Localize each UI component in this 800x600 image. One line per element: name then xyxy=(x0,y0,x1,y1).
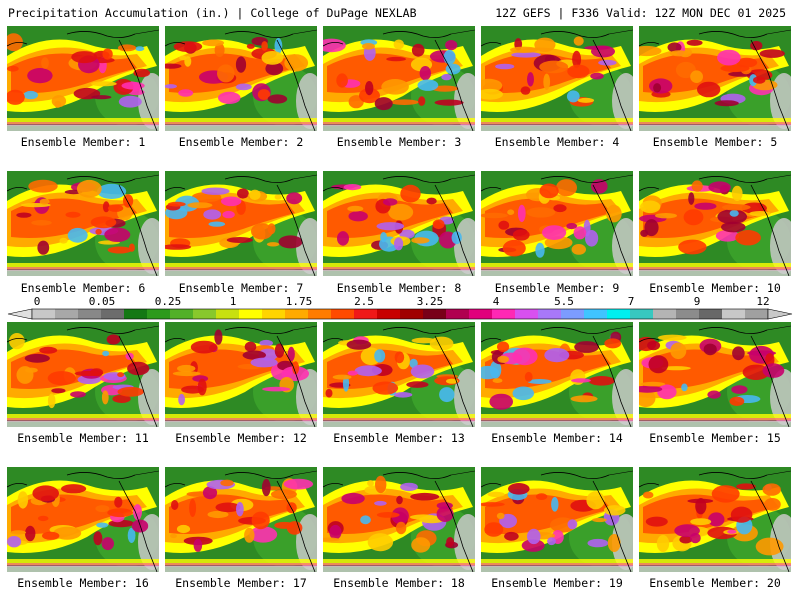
ensemble-member-2-map xyxy=(165,26,317,131)
ensemble-member-11-label: Ensemble Member: 11 xyxy=(17,431,149,445)
ensemble-member-15-label: Ensemble Member: 15 xyxy=(649,431,781,445)
colorbar-tick-label: 0 xyxy=(33,295,41,308)
ensemble-member-8-label: Ensemble Member: 8 xyxy=(336,281,462,295)
ensemble-member-20-label: Ensemble Member: 20 xyxy=(649,576,781,590)
ensemble-member-17-label: Ensemble Member: 17 xyxy=(175,576,307,590)
ensemble-member-3-map xyxy=(323,26,475,131)
ensemble-member-16-map xyxy=(7,467,159,572)
ensemble-member-7-label: Ensemble Member: 7 xyxy=(178,281,304,295)
colorbar-tick-label: 7 xyxy=(627,295,635,308)
ensemble-member-10-map xyxy=(639,171,791,276)
colorbar-tick-label: 5.5 xyxy=(554,295,574,308)
ensemble-member-7-map xyxy=(165,171,317,276)
ensemble-member-14-map xyxy=(481,322,633,427)
ensemble-member-16-label: Ensemble Member: 16 xyxy=(17,576,149,590)
ensemble-member-4-label: Ensemble Member: 4 xyxy=(494,135,620,149)
ensemble-member-13-map xyxy=(323,322,475,427)
ensemble-member-2-label: Ensemble Member: 2 xyxy=(178,135,304,149)
ensemble-member-4-map xyxy=(481,26,633,131)
ensemble-member-6-map xyxy=(7,171,159,276)
ensemble-member-3-label: Ensemble Member: 3 xyxy=(336,135,462,149)
colorbar-tick-label: 12 xyxy=(756,295,770,308)
colorbar-tick-label: 4 xyxy=(492,295,500,308)
colorbar-tick-label: 1 xyxy=(229,295,237,308)
colorbar-tick-label: 9 xyxy=(693,295,701,308)
ensemble-member-17-map xyxy=(165,467,317,572)
colorbar-tick-label: 2.5 xyxy=(354,295,374,308)
ensemble-member-9-label: Ensemble Member: 9 xyxy=(494,281,620,295)
ensemble-member-19-label: Ensemble Member: 19 xyxy=(491,576,623,590)
ensemble-member-15-map xyxy=(639,322,791,427)
colorbar-tick-label: 0.25 xyxy=(154,295,182,308)
ensemble-member-12-label: Ensemble Member: 12 xyxy=(175,431,307,445)
ensemble-member-5-map xyxy=(639,26,791,131)
ensemble-member-1-map xyxy=(7,26,159,131)
colorbar-tick-label: 1.75 xyxy=(285,295,313,308)
colorbar-tick-label: 3.25 xyxy=(416,295,444,308)
ensemble-member-10-label: Ensemble Member: 10 xyxy=(649,281,781,295)
ensemble-member-13-label: Ensemble Member: 13 xyxy=(333,431,465,445)
ensemble-member-18-label: Ensemble Member: 18 xyxy=(333,576,465,590)
ensemble-member-9-map xyxy=(481,171,633,276)
ensemble-member-20-map xyxy=(639,467,791,572)
ensemble-member-8-map xyxy=(323,171,475,276)
precipitation-colorbar xyxy=(7,308,793,320)
chart-title: Precipitation Accumulation (in.) | Colle… xyxy=(8,6,417,20)
ensemble-member-12-map xyxy=(165,322,317,427)
ensemble-member-11-map xyxy=(7,322,159,427)
ensemble-member-6-label: Ensemble Member: 6 xyxy=(20,281,146,295)
ensemble-member-14-label: Ensemble Member: 14 xyxy=(491,431,623,445)
run-valid-time: 12Z GEFS | F336 Valid: 12Z MON DEC 01 20… xyxy=(495,6,786,20)
ensemble-member-19-map xyxy=(481,467,633,572)
ensemble-member-5-label: Ensemble Member: 5 xyxy=(652,135,778,149)
ensemble-member-1-label: Ensemble Member: 1 xyxy=(20,135,146,149)
colorbar-tick-label: 0.05 xyxy=(88,295,116,308)
ensemble-member-18-map xyxy=(323,467,475,572)
